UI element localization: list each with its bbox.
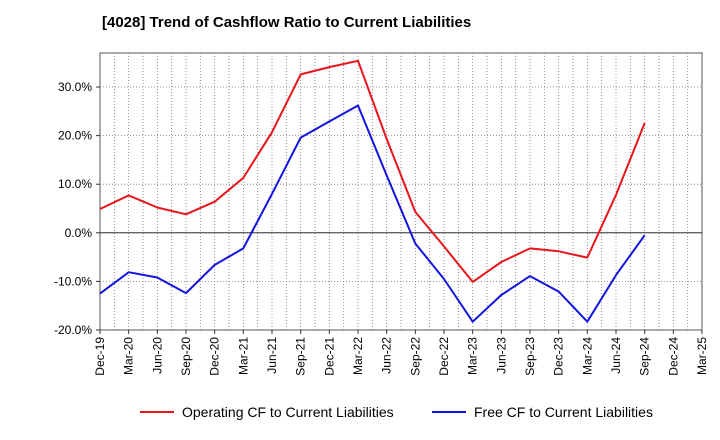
x-axis: Dec-19 Mar-20 Jun-20 Sep-20 Dec-20 Mar-21 Jun-… [93, 330, 709, 376]
y-tick-label: -20.0% [54, 323, 92, 337]
legend-swatch-free-cf [432, 411, 466, 413]
x-tick-label: Dec-24 [666, 337, 680, 376]
x-tick-label: Mar-23 [466, 337, 480, 375]
legend-item-operating-cf: Operating CF to Current Liabilities [140, 404, 394, 420]
x-tick-label: Mar-22 [351, 337, 365, 375]
y-axis: -20.0% -10.0% 0.0% 10.0% 20.0% 30.0% [54, 80, 100, 337]
x-tick-label: Sep-23 [523, 337, 537, 376]
series-line-operating-cf [99, 59, 646, 283]
series-line-free-cf [99, 104, 646, 323]
legend: Operating CF to Current Liabilities Free… [0, 404, 720, 426]
x-tick-label: Sep-21 [294, 337, 308, 376]
legend-label-operating-cf: Operating CF to Current Liabilities [182, 404, 394, 420]
x-tick-label: Sep-20 [179, 337, 193, 376]
x-tick-label: Jun-24 [609, 337, 623, 374]
x-tick-label: Jun-23 [494, 337, 508, 374]
y-tick-label: 0.0% [65, 226, 93, 240]
x-tick-label: Mar-20 [122, 337, 136, 375]
y-tick-label: 20.0% [58, 129, 92, 143]
series-lines [99, 59, 646, 323]
x-tick-label: Jun-22 [380, 337, 394, 374]
x-tick-label: Mar-24 [580, 337, 594, 375]
y-tick-label: 30.0% [58, 80, 92, 94]
x-tick-label: Mar-21 [236, 337, 250, 375]
legend-item-free-cf: Free CF to Current Liabilities [432, 404, 653, 420]
y-tick-label: 10.0% [58, 177, 92, 191]
x-tick-label: Jun-21 [265, 337, 279, 374]
x-tick-label: Dec-19 [93, 337, 107, 376]
legend-swatch-operating-cf [140, 411, 174, 413]
x-tick-label: Dec-23 [552, 337, 566, 376]
chart-title: [4028] Trend of Cashflow Ratio to Curren… [102, 14, 472, 31]
x-tick-label: Jun-20 [150, 337, 164, 374]
x-tick-label: Sep-22 [408, 337, 422, 376]
y-tick-label: -10.0% [54, 274, 92, 288]
x-tick-label: Mar-25 [695, 337, 709, 375]
grid-lines [100, 53, 702, 330]
x-tick-label: Sep-24 [638, 337, 652, 376]
legend-label-free-cf: Free CF to Current Liabilities [474, 404, 653, 420]
x-tick-label: Dec-22 [437, 337, 451, 376]
x-tick-label: Dec-21 [322, 337, 336, 376]
x-tick-label: Dec-20 [208, 337, 222, 376]
